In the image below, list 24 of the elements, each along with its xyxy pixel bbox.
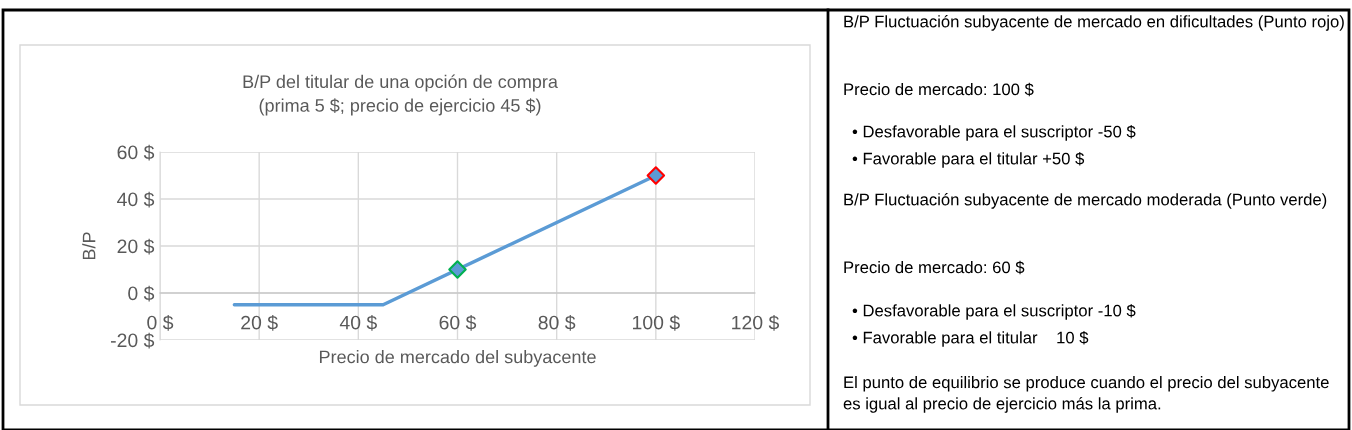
y-axis-title: B/P [82, 232, 96, 260]
text: • Desfavorable para el suscriptor -50 $ [852, 125, 1136, 141]
y-tick-label: 40 $ [117, 191, 155, 208]
x-tick-label: 0 $ [147, 314, 174, 331]
y-tick-label: 60 $ [117, 144, 155, 161]
text: El punto de equilibrio se produce cuando el precio del subyacente es igual al precio de ejercicio más la prima. [843, 376, 1329, 413]
x-tick-label: 100 $ [632, 314, 680, 331]
x-tick-label: 120 $ [732, 314, 780, 331]
x-axis-title: Precio de mercado del subyacente [319, 350, 596, 367]
x-tick-label: 60 $ [439, 314, 477, 331]
text: • Favorable para el titular 10 $ [852, 331, 1089, 347]
y-tick-label: 0 $ [128, 285, 155, 302]
text: Precio de mercado: 60 $ [844, 260, 1025, 275]
x-tick-label: 40 $ [339, 314, 377, 331]
x-tick-label: 80 $ [538, 314, 576, 331]
x-tick-label: 20 $ [241, 314, 278, 331]
y-tick-label: -20 $ [110, 332, 155, 349]
text: • Favorable para el titular +50 $ [852, 152, 1085, 168]
chart-title: B/P del titular de una opción de compra (prima 5 $; precio de ejercicio 45 $) [243, 74, 558, 116]
text: B/P Fluctuación subyacente de mercado en dificultades (Punto rojo) [844, 15, 1344, 31]
y-tick-label: 20 $ [117, 238, 155, 255]
text: Precio de mercado: 100 $ [844, 82, 1034, 97]
text: • Desfavorable para el suscriptor -10 $ [852, 304, 1136, 320]
text: B/P Fluctuación subyacente de mercado moderada (Punto verde) [844, 193, 1327, 209]
